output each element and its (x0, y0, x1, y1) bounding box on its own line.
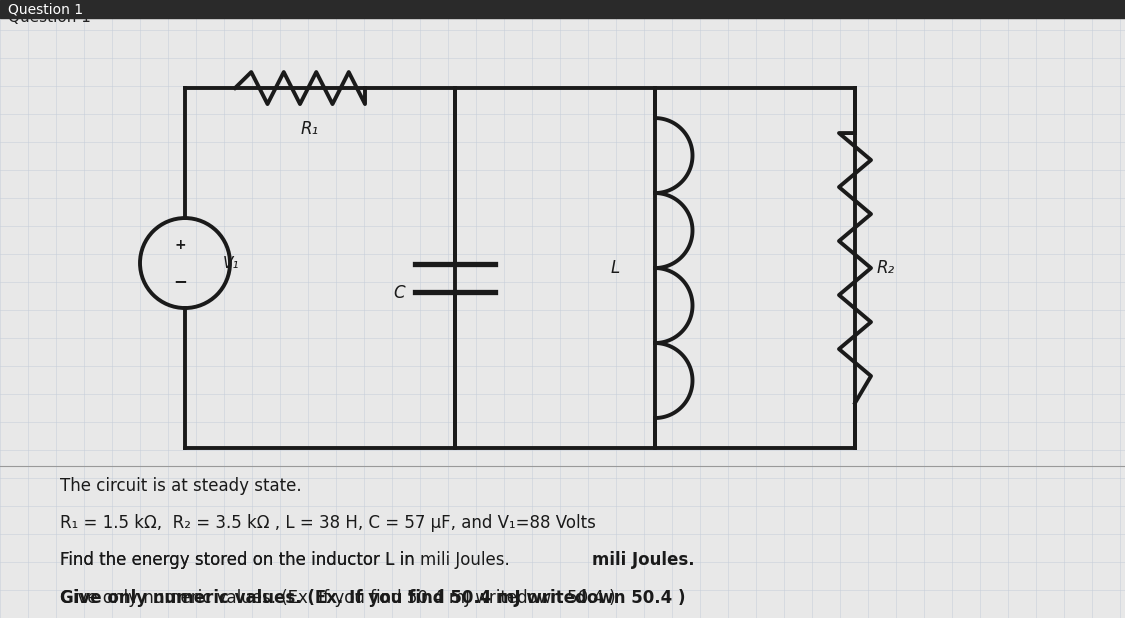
Text: R₂: R₂ (878, 259, 896, 277)
Text: R₁ = 1.5 kΩ,  R₂ = 3.5 kΩ , L = 38 H, C = 57 μF, and V₁=88 Volts: R₁ = 1.5 kΩ, R₂ = 3.5 kΩ , L = 38 H, C =… (60, 514, 596, 532)
Bar (0, 0, 1125, 18)
Text: Give only numeric values. (Ex. If you find 50.4 mJ writedown 50.4 ): Give only numeric values. (Ex. If you fi… (60, 589, 685, 607)
Text: −: − (173, 272, 187, 290)
Text: Give only numeric values. (Ex. If you find 50.4 mJ writedown 50.4 ): Give only numeric values. (Ex. If you fi… (60, 589, 615, 607)
Text: Find the energy stored on the inductor L in: Find the energy stored on the inductor L… (60, 551, 420, 569)
Text: L: L (611, 259, 620, 277)
Text: +: + (174, 238, 186, 252)
Text: mili Joules.: mili Joules. (592, 551, 694, 569)
Text: Find the energy stored on the inductor L in mili Joules.: Find the energy stored on the inductor L… (60, 551, 510, 569)
Text: The circuit is at steady state.: The circuit is at steady state. (60, 477, 302, 495)
Text: Question 1: Question 1 (8, 10, 91, 25)
Text: C: C (394, 284, 405, 302)
Text: V₁: V₁ (223, 255, 240, 271)
Text: R₁: R₁ (302, 120, 319, 138)
Text: Question 1: Question 1 (8, 2, 83, 16)
